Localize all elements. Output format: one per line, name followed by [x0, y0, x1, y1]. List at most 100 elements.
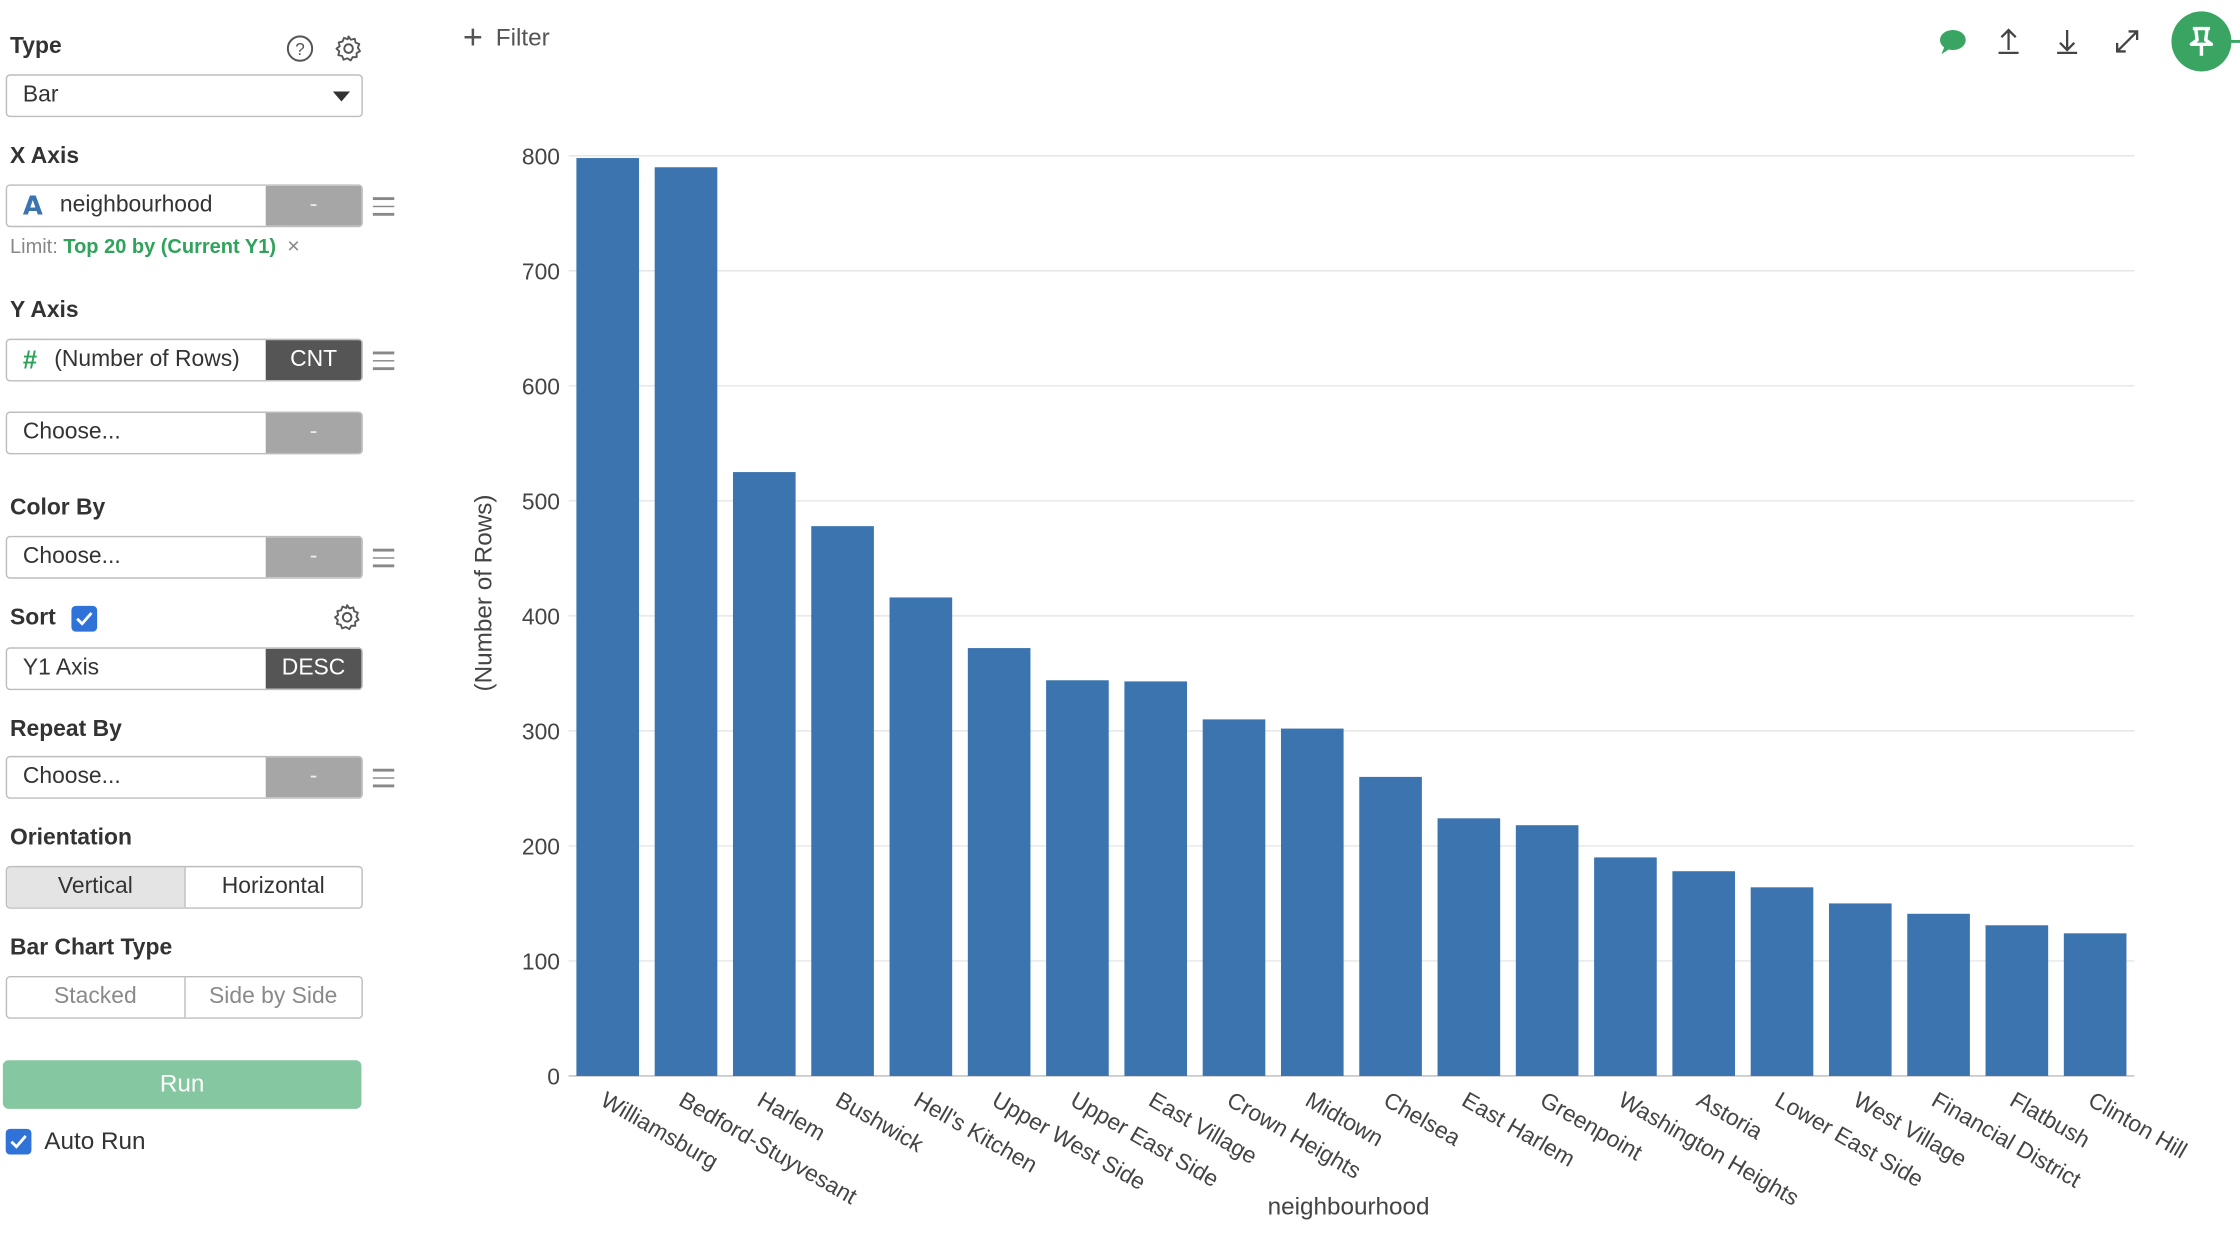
bar — [1046, 680, 1109, 1076]
y-tick-label: 800 — [522, 143, 560, 169]
download-icon[interactable] — [2051, 26, 2082, 57]
sort-checkbox[interactable] — [71, 605, 98, 632]
bar — [1359, 776, 1422, 1076]
color-by-label: Color By — [9, 495, 106, 521]
bar — [1907, 913, 1970, 1076]
y-axis-second-placeholder: Choose... — [22, 420, 121, 445]
bar — [576, 158, 640, 1076]
bar-chart-type-toggle: Stacked Side by Side — [5, 975, 363, 1019]
text-type-icon: A — [22, 190, 43, 221]
svg-text:?: ? — [295, 39, 305, 59]
x-axis-title: neighbourhood — [1268, 1194, 1430, 1221]
y-axis-field[interactable]: # (Number of Rows) CNT — [5, 338, 363, 382]
auto-run-label: Auto Run — [44, 1127, 146, 1155]
help-icon[interactable]: ? — [284, 33, 315, 64]
y-tick-label: 700 — [522, 258, 560, 284]
y-axis-label: Y Axis — [9, 298, 79, 323]
y-tick-label: 600 — [522, 373, 560, 399]
y-axis-second-agg-button[interactable]: - — [265, 412, 362, 453]
bar — [1515, 825, 1579, 1076]
color-by-field[interactable]: Choose... - — [5, 535, 363, 579]
pin-button[interactable] — [2171, 11, 2232, 72]
y-tick-label: 0 — [547, 1064, 560, 1090]
y-tick-label: 500 — [522, 488, 560, 514]
x-axis-label: X Axis — [9, 144, 80, 169]
y-tick-label: 400 — [522, 603, 560, 629]
filter-label: Filter — [495, 24, 550, 52]
x-tick-label: Bushwick — [832, 1086, 929, 1157]
plus-icon: + — [462, 18, 483, 58]
stacked-button[interactable]: Stacked — [54, 984, 137, 1009]
sort-label: Sort — [9, 605, 56, 631]
run-button[interactable]: Run — [2, 1060, 362, 1109]
orientation-vertical-button[interactable]: Vertical — [7, 867, 184, 908]
x-tick-label: Crown Heights — [1223, 1086, 1366, 1183]
y-tick-label: 200 — [522, 833, 560, 859]
repeat-by-agg-button[interactable]: - — [265, 757, 362, 798]
bar — [1672, 871, 1736, 1076]
sort-field-name: Y1 Axis — [22, 655, 100, 681]
repeat-by-placeholder: Choose... — [22, 764, 121, 789]
chart-bars — [576, 158, 2127, 1076]
bar — [1202, 719, 1266, 1076]
x-axis-field-name: neighbourhood — [59, 192, 213, 218]
x-axis-menu-icon[interactable] — [372, 197, 395, 216]
orientation-horizontal-button[interactable]: Horizontal — [183, 867, 362, 908]
limit-clear-icon[interactable]: × — [287, 234, 300, 259]
add-filter-button[interactable]: + Filter — [462, 18, 550, 58]
x-axis-limit: Limit: Top 20 by (Current Y1) × — [10, 234, 300, 258]
chart-type-value: Bar — [22, 82, 59, 108]
repeat-by-field[interactable]: Choose... - — [5, 755, 363, 799]
side-by-side-button[interactable]: Side by Side — [183, 977, 362, 1018]
comment-icon[interactable] — [1937, 26, 1968, 57]
color-by-agg-button[interactable]: - — [265, 537, 362, 578]
bar — [1124, 681, 1188, 1076]
upload-icon[interactable] — [1993, 26, 2024, 57]
bar — [1985, 925, 2049, 1076]
number-type-icon: # — [22, 345, 38, 374]
x-tick-label: Chelsea — [1380, 1086, 1466, 1151]
y-axis-title: (Number of Rows) — [470, 495, 497, 692]
color-by-menu-icon[interactable] — [372, 548, 395, 568]
chart-grid — [568, 155, 2135, 1077]
type-label: Type — [9, 34, 62, 59]
sort-direction-button[interactable]: DESC — [265, 648, 362, 689]
chart-type-select[interactable]: Bar — [5, 74, 363, 118]
x-axis-field[interactable]: A neighbourhood - — [5, 184, 363, 228]
pin-icon — [2189, 26, 2214, 56]
orientation-toggle: Vertical Horizontal — [5, 865, 363, 909]
y-axis-field-name: (Number of Rows) — [54, 347, 240, 372]
gear-icon[interactable] — [333, 33, 364, 64]
repeat-by-label: Repeat By — [9, 717, 122, 742]
limit-prefix: Limit: — [9, 234, 58, 258]
bar — [654, 167, 718, 1076]
color-by-placeholder: Choose... — [22, 544, 121, 569]
expand-icon[interactable] — [2111, 26, 2142, 57]
sort-gear-icon[interactable] — [331, 602, 362, 633]
y-axis-second-field[interactable]: Choose... - — [5, 411, 363, 455]
sort-field[interactable]: Y1 Axis DESC — [5, 647, 363, 691]
auto-run-checkbox[interactable] — [5, 1128, 32, 1155]
bar-chart-type-label: Bar Chart Type — [9, 935, 173, 961]
bar — [1437, 818, 1501, 1076]
chart-config-panel: Type ? Bar X Axis A neighbourhood - Limi… — [0, 0, 414, 1236]
limit-value-link[interactable]: Top 20 by (Current Y1) — [63, 234, 276, 258]
bar — [1594, 857, 1657, 1076]
orientation-label: Orientation — [9, 825, 132, 851]
bar — [2063, 933, 2127, 1076]
bar — [1750, 887, 1814, 1076]
pin-connector — [2228, 40, 2240, 43]
bar — [889, 597, 953, 1076]
x-axis-agg-button[interactable]: - — [265, 185, 362, 226]
repeat-by-menu-icon[interactable] — [372, 768, 395, 788]
bar — [811, 526, 874, 1076]
y-axis-menu-icon[interactable] — [372, 351, 395, 371]
y-axis-ticks: 0 100 200 300 400 500 600 700 800 — [522, 143, 560, 1089]
y-axis-agg-button[interactable]: CNT — [265, 340, 362, 381]
y-tick-label: 300 — [522, 718, 560, 744]
y-tick-label: 100 — [522, 949, 560, 975]
bar — [967, 648, 1031, 1076]
